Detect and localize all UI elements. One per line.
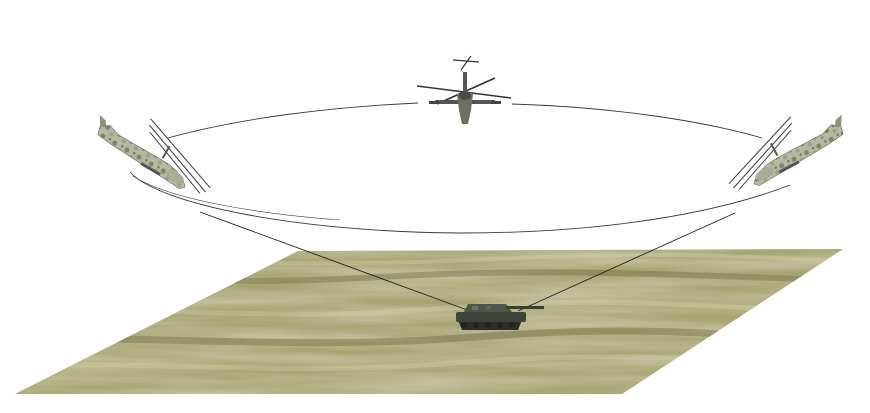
tank [456, 304, 544, 330]
terrain-plane [15, 249, 843, 394]
sight-line-left [199, 211, 471, 312]
helicopter-top [416, 55, 512, 124]
helicopter-left [97, 114, 211, 194]
helicopter-right [728, 114, 844, 191]
sight-line-right [517, 212, 736, 312]
orbit-path [129, 102, 791, 234]
